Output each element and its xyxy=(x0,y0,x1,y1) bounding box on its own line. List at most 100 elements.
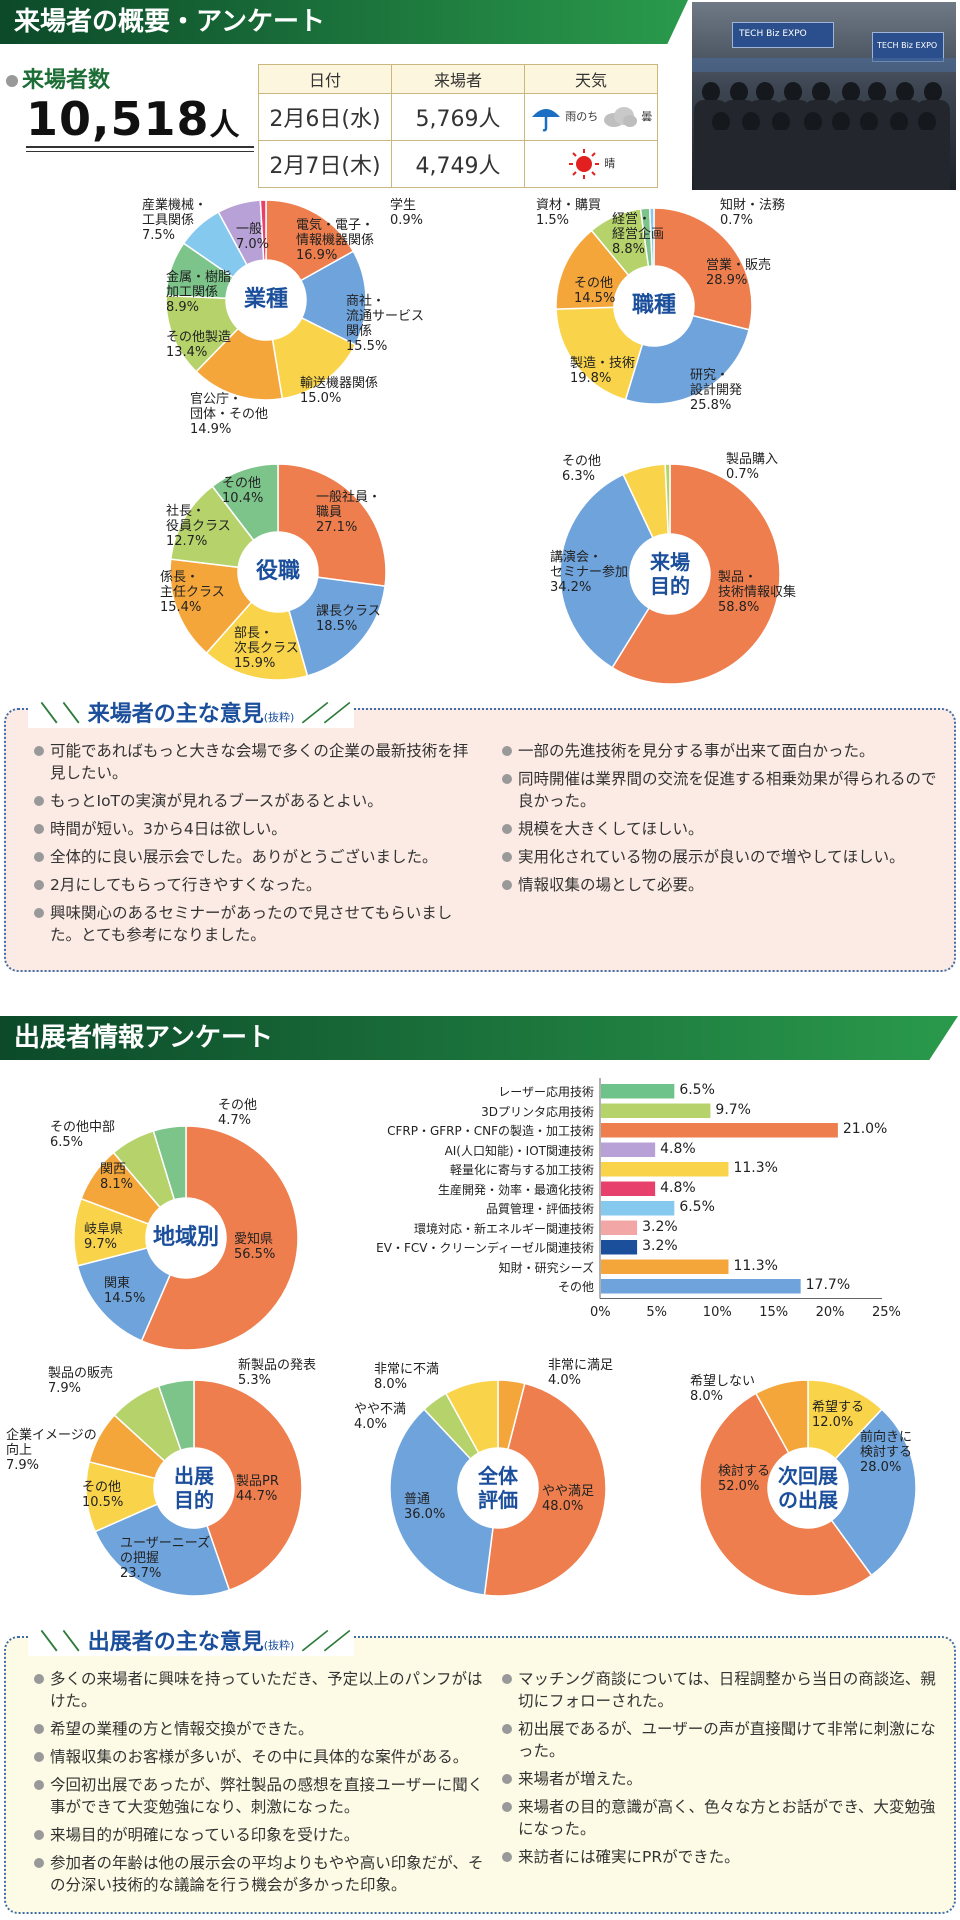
bar-category-label: EV・FCV・クリーンディーゼル関連技術 xyxy=(376,1241,594,1255)
exhibit_purpose-data-label: ユーザーニーズ の把握 23.7% xyxy=(120,1536,211,1581)
list-item: 一部の先進技術を見分する事が出来て面白かった。 xyxy=(500,740,940,762)
sun-icon xyxy=(568,149,599,179)
exhibitor-opinions-left: 多くの来場者に興味を持っていただき、予定以上のパンフがはけた。 希望の業種の方と情… xyxy=(32,1668,484,1902)
exhibit_purpose-data-label: その他 10.5% xyxy=(82,1480,124,1510)
region-svg xyxy=(73,1125,299,1351)
attendance-table: 日付 来場者 天気 2月6日(水) 5,769人 雨のち 曇 2月7日(木) 4… xyxy=(258,64,658,188)
exhibit_purpose-data-label: 新製品の発表 5.3% xyxy=(238,1358,317,1388)
next-data-label: 希望する 12.0% xyxy=(812,1400,865,1430)
visitor-total: 10,518人 xyxy=(26,92,241,146)
position-data-label: 一般社員・ 職員 27.1% xyxy=(316,490,382,535)
industry-data-label: 産業機械・ 工具関係 7.5% xyxy=(142,198,208,243)
section2-title: 出展者情報アンケート xyxy=(14,1023,273,1053)
section1-title: 来場者の概要・アンケート xyxy=(14,7,325,37)
industry-data-label: 学生 0.9% xyxy=(390,198,424,228)
exhibitor-opinions-box: ＼＼ 出展者の主な意見(抜粋) ／／ 多くの来場者に興味を持っていただき、予定以… xyxy=(4,1624,956,1914)
next-data-label: 希望しない 8.0% xyxy=(690,1374,756,1404)
bar-value-label: 17.7% xyxy=(805,1277,851,1293)
evaluation-hole xyxy=(458,1448,538,1528)
visitor-opinions-right: 一部の先進技術を見分する事が出来て面白かった。同時開催は業界間の交流を促進する相… xyxy=(500,740,940,902)
bar-value-label: 21.0% xyxy=(842,1121,888,1137)
exhibitor-opinions-right: マッチング商談については、日程調整から当日の商談迄、親切にフォローされた。 初出展… xyxy=(500,1668,940,1874)
next-center-label: 次回展 の出展 xyxy=(778,1464,838,1512)
bar-category-label: レーザー応用技術 xyxy=(498,1085,594,1099)
tech-interest-bar-chart: レーザー応用技術 6.5% 3Dプリンタ応用技術 9.7% CFRP・GFRP・CNFの… xyxy=(376,1078,902,1328)
list-item: 参加者の年齢は他の展示会の平均よりもやや高い印象だが、その分深い技術的な議論を行… xyxy=(32,1852,484,1896)
bar-category-label: その他 xyxy=(557,1280,594,1294)
list-item: もっとIoTの実演が見れるブースがあるとよい。 xyxy=(32,790,472,812)
bar-value-label: 11.3% xyxy=(733,1257,778,1274)
region-data-label: その他 4.7% xyxy=(218,1098,258,1128)
list-item: 可能であればもっと大きな会場で多くの企業の最新技術を拝見したい。 xyxy=(32,740,472,784)
job-data-label: 研究・ 設計開発 25.8% xyxy=(690,368,743,413)
bar-8 xyxy=(601,1240,638,1255)
bar-category-label: 3Dプリンタ応用技術 xyxy=(481,1104,594,1119)
bar-category-label: 生産開発・効率・最適化技術 xyxy=(437,1182,594,1197)
purpose-svg xyxy=(559,463,781,685)
position-data-label: 社長・ 役員クラス 12.7% xyxy=(166,504,231,549)
list-item: 多くの来場者に興味を持っていただき、予定以上のパンフがはけた。 xyxy=(32,1668,484,1712)
region-data-label: 関東 14.5% xyxy=(104,1276,146,1306)
x-tick-label: 10% xyxy=(702,1304,732,1320)
table-row: 2月7日(木) 4,749人 晴 xyxy=(258,140,658,188)
purpose-data-label: 講演会・ セミナー参加 34.2% xyxy=(550,550,629,595)
list-item: マッチング商談については、日程調整から当日の商談迄、親切にフォローされた。 xyxy=(500,1668,940,1712)
industry-data-label: 輸送機器関係 15.0% xyxy=(300,376,379,406)
job-data-label: 営業・販売 28.9% xyxy=(706,258,772,288)
evaluation-svg xyxy=(389,1379,607,1597)
evaluation-center-label: 全体 評価 xyxy=(478,1464,518,1512)
evaluation-data-label: 普通 36.0% xyxy=(404,1492,446,1522)
job-hole xyxy=(614,266,694,346)
bar-value-label: 9.7% xyxy=(715,1101,751,1118)
photo-sign: TECH Biz EXPO xyxy=(872,32,944,62)
job-center-label: 職種 xyxy=(631,293,676,318)
x-tick-label: 20% xyxy=(815,1304,845,1320)
region-data-label: 岐阜県 9.7% xyxy=(84,1222,124,1252)
bar-value-label: 4.8% xyxy=(660,1140,696,1157)
visitor-opinions-title: ＼＼ 来場者の主な意見(抜粋) ／／ xyxy=(28,696,354,728)
industry-center-label: 業種 xyxy=(243,287,288,312)
bar-category-label: 環境対応・新エネルギー関連技術 xyxy=(413,1221,594,1236)
bar-value-label: 4.8% xyxy=(660,1179,696,1196)
job-data-label: その他 14.5% xyxy=(574,276,616,306)
list-item: 興味関心のあるセミナーがあったので見させてもらいました。とても参考になりました。 xyxy=(32,902,472,946)
bar-category-label: CFRP・GFRP・CNFの製造・加工技術 xyxy=(387,1124,594,1138)
job-data-label: 知財・法務 0.7% xyxy=(720,198,786,228)
industry-hole xyxy=(226,260,306,340)
job-donut-chart: 職種 営業・販売 28.9% 研究・ 設計開発 25.8% 製造・技術 19.8% その… xyxy=(536,198,785,413)
list-item: 全体的に良い展示会でした。ありがとうございました。 xyxy=(32,846,472,868)
exhibit_purpose-hole xyxy=(154,1448,234,1528)
next-exhibit-donut-chart: 次回展 の出展 希望する 12.0% 前向きに 検討する 28.0% 検討する 52.… xyxy=(690,1374,917,1597)
x-tick-label: 25% xyxy=(872,1304,901,1320)
bar-6 xyxy=(601,1201,675,1216)
list-item: 情報収集の場として必要。 xyxy=(500,874,940,896)
bar-7 xyxy=(601,1220,638,1235)
x-tick-label: 0% xyxy=(590,1304,611,1320)
list-item: 来場者の目的意識が高く、色々な方とお話ができ、大変勉強になった。 xyxy=(500,1796,940,1840)
evaluation-data-label: 非常に満足 4.0% xyxy=(548,1358,614,1388)
evaluation-data-label: 非常に不満 8.0% xyxy=(374,1362,440,1392)
position-center-label: 役職 xyxy=(255,559,300,584)
industry-data-label: その他製造 13.4% xyxy=(166,330,232,360)
evaluation-data-label: やや満足 48.0% xyxy=(542,1484,595,1514)
bullet-icon xyxy=(6,75,18,87)
evaluation-donut-chart: 全体 評価 非常に満足 4.0% やや満足 48.0% 普通 36.0% やや不満 4.… xyxy=(354,1358,613,1597)
bar-category-label: 軽量化に寄与する加工技術 xyxy=(449,1163,594,1177)
header-weather: 天気 xyxy=(524,64,658,94)
purpose-data-label: その他 6.3% xyxy=(562,454,602,484)
position-data-label: 係長・ 主任クラス 15.4% xyxy=(160,570,225,615)
exhibit-purpose-donut-chart: 出展 目的 製品PR 44.7% ユーザーニーズ の把握 23.7% その他 10.5… xyxy=(6,1358,316,1597)
bar-5 xyxy=(601,1181,656,1196)
header-date: 日付 xyxy=(258,64,392,94)
exhibit_purpose-center-label: 出展 目的 xyxy=(174,1464,214,1512)
position-data-label: その他 10.4% xyxy=(222,476,264,506)
list-item: 同時開催は業界間の交流を促進する相乗効果が得られるので良かった。 xyxy=(500,768,940,812)
evaluation-data-label: やや不満 4.0% xyxy=(354,1402,407,1432)
bar-value-label: 6.5% xyxy=(679,1082,715,1098)
next-data-label: 前向きに 検討する 28.0% xyxy=(860,1430,913,1475)
region-data-label: 関西 8.1% xyxy=(100,1162,134,1192)
list-item: 今回初出展であったが、弊社製品の感想を直接ユーザーに聞く事ができて大変勉強になり… xyxy=(32,1774,484,1818)
bar-value-label: 3.2% xyxy=(642,1218,678,1235)
bar-2 xyxy=(601,1123,838,1138)
list-item: 時間が短い。3から4日は欲しい。 xyxy=(32,818,472,840)
